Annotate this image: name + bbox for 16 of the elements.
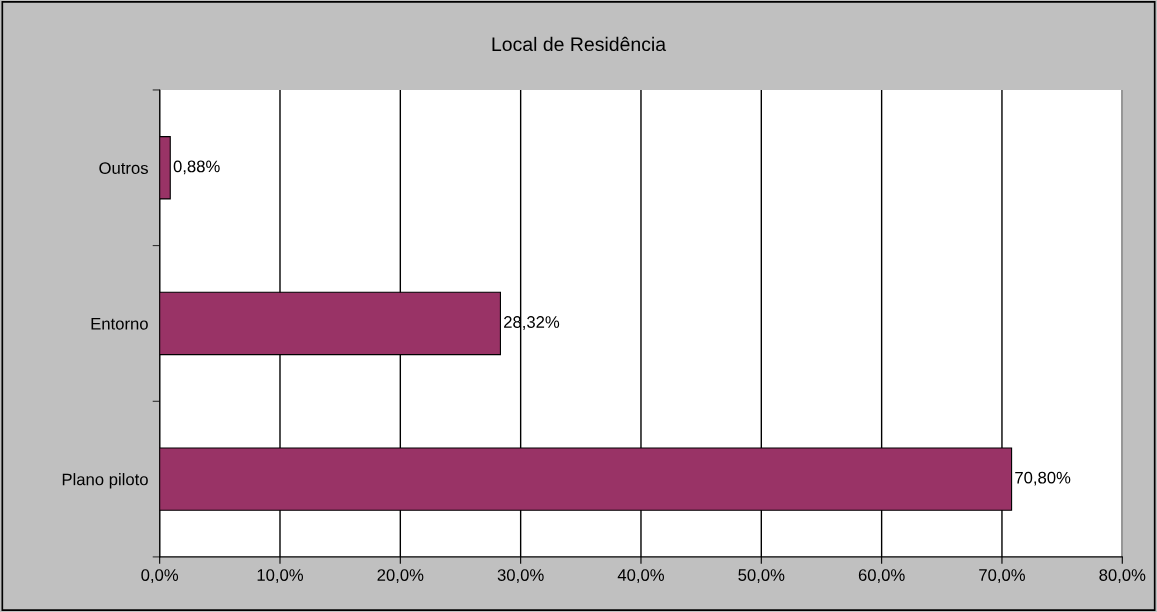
y-tick-label: Entorno bbox=[91, 318, 148, 330]
data-label: 0,88% bbox=[173, 160, 220, 175]
x-tick-label: 0,0% bbox=[141, 569, 179, 583]
y-tick-label: Outros bbox=[99, 162, 148, 174]
x-tick-label: 20,0% bbox=[377, 569, 424, 583]
y-tick-label: Plano piloto bbox=[62, 473, 148, 489]
x-tick-label: 10,0% bbox=[257, 569, 304, 583]
chart-title: Local de Residência bbox=[492, 36, 667, 52]
x-tick-label: 50,0% bbox=[738, 569, 785, 583]
x-tick-label: 70,0% bbox=[979, 569, 1025, 583]
x-tick-label: 60,0% bbox=[858, 569, 905, 583]
x-tick-label: 30,0% bbox=[497, 569, 544, 583]
x-tick-label: 40,0% bbox=[617, 569, 665, 583]
bar bbox=[159, 136, 171, 200]
x-tick-label: 80,0% bbox=[1099, 569, 1146, 583]
data-label: 70,80% bbox=[1015, 471, 1071, 486]
